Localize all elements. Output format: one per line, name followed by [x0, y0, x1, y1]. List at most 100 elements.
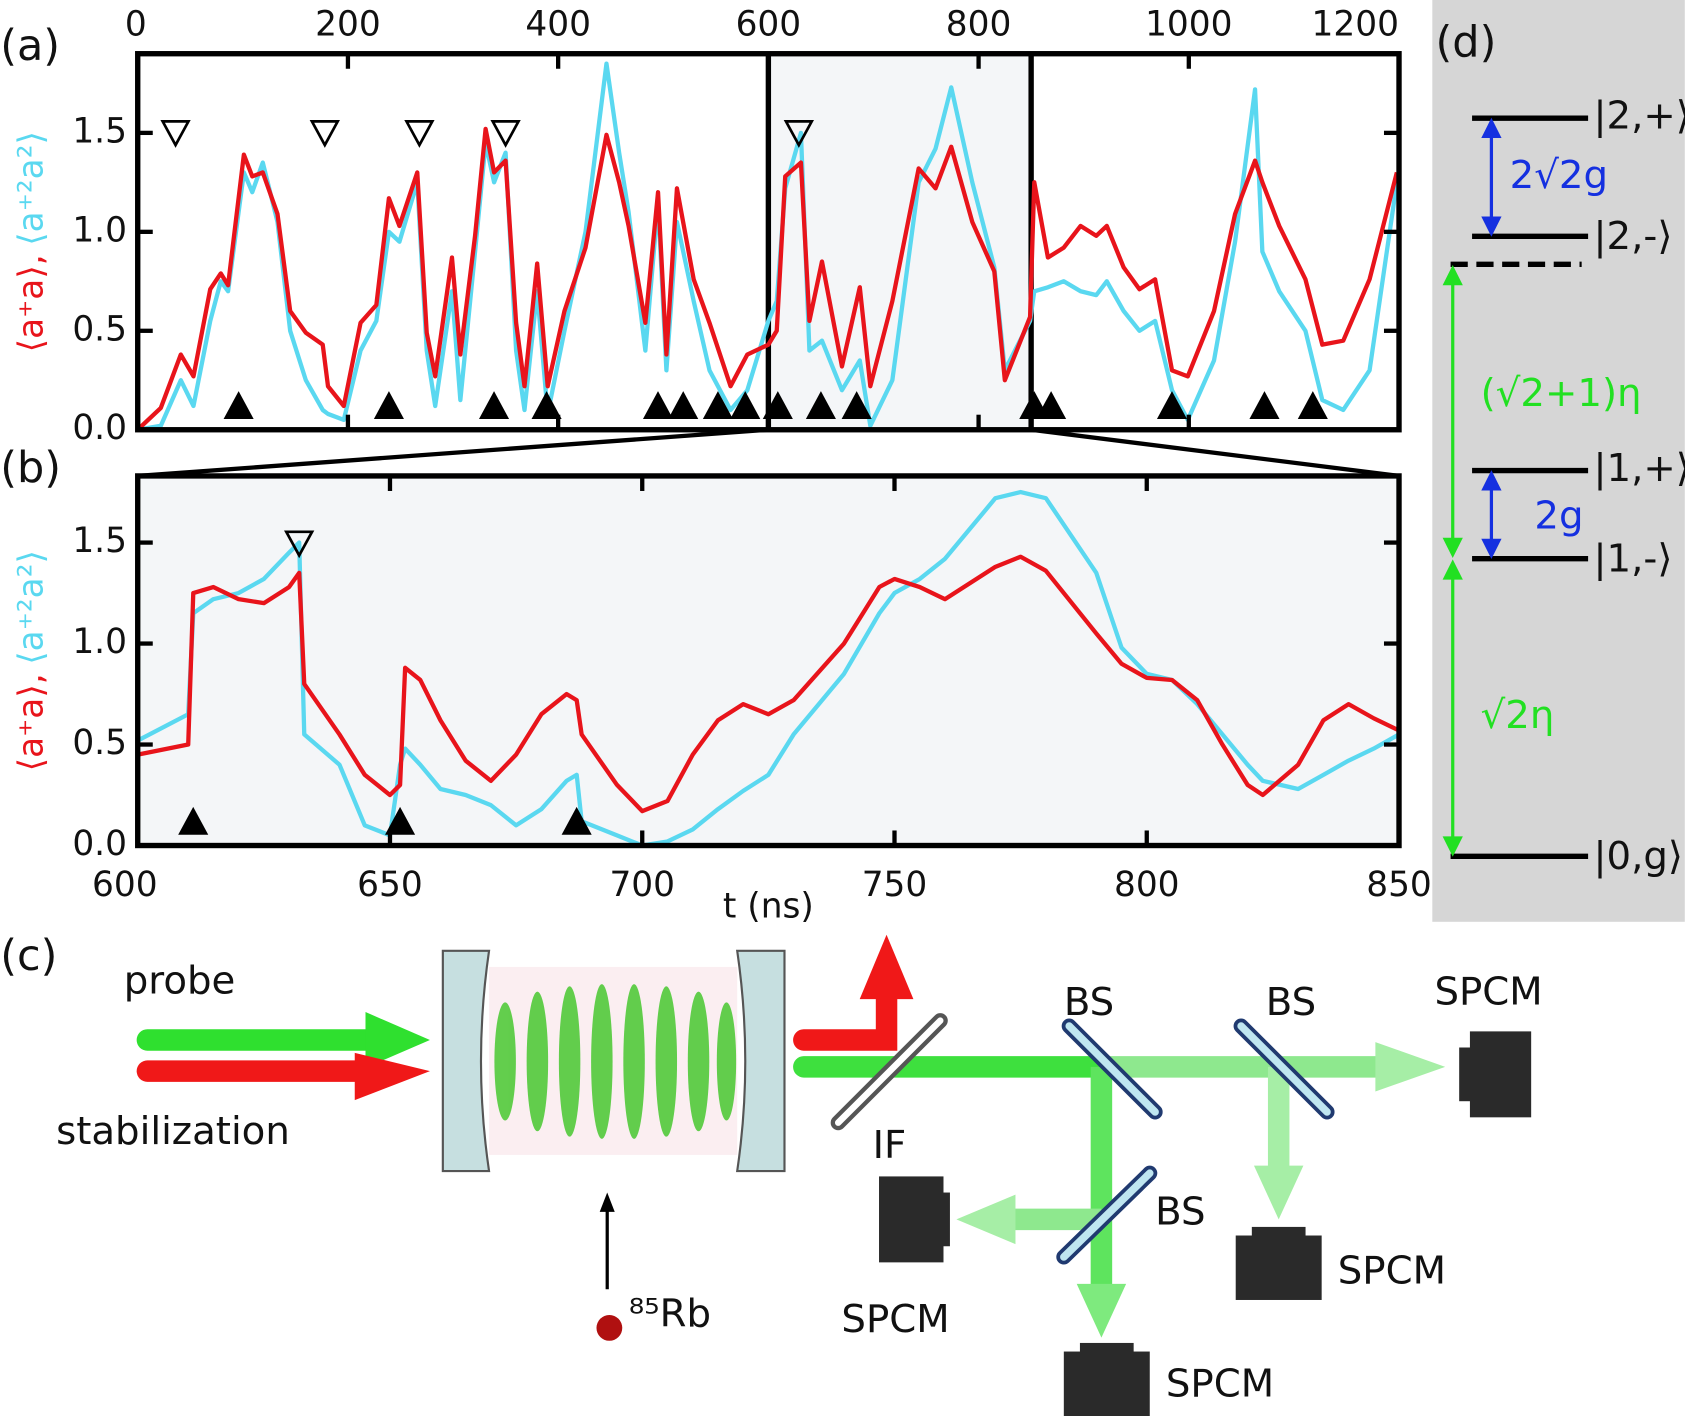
arrow-head — [1375, 1042, 1446, 1092]
splitter-label: BS — [1064, 980, 1114, 1025]
panel-label: (b) — [0, 443, 61, 493]
atom — [596, 1315, 623, 1341]
y-axis-title-red: ⟨a⁺a⟩, — [11, 673, 51, 771]
atom-label: ⁸⁵Rb — [629, 1292, 711, 1337]
arrow-head — [956, 1194, 1016, 1245]
beam-splitter — [1060, 1169, 1154, 1261]
detector-label: SPCM — [1434, 969, 1542, 1014]
y-tick-label: 0.5 — [72, 309, 127, 349]
arrow-head — [1442, 559, 1463, 580]
panel-label: (d) — [1436, 18, 1497, 68]
detector-label: SPCM — [841, 1297, 949, 1342]
x-tick-label: 750 — [862, 865, 928, 905]
y-tick-label: 0.0 — [72, 824, 127, 864]
arrow-head — [1481, 216, 1502, 237]
open-marker — [309, 120, 340, 148]
panel-d: (d) |2,+⟩ |2,-⟩ |1,+⟩ |1,-⟩ |0,g⟩ 2√2g 2… — [1432, 0, 1685, 922]
open-marker — [404, 120, 435, 148]
antinode — [716, 1002, 737, 1121]
drive-label: (√2+1)η — [1481, 371, 1642, 416]
x-tick-label: 800 — [1114, 865, 1180, 905]
arrow-head — [599, 1192, 615, 1212]
level-label: |1,-⟩ — [1593, 536, 1672, 581]
detector — [1079, 1342, 1134, 1356]
detector — [1235, 1235, 1322, 1300]
series-line — [137, 554, 1400, 814]
coupling-label: 2√2g — [1510, 153, 1608, 198]
drive-label: √2η — [1481, 693, 1555, 738]
beam-splitter — [1237, 1022, 1331, 1116]
beam-label: probe — [124, 959, 236, 1004]
panel-d-background — [1432, 0, 1685, 922]
open-marker — [160, 120, 191, 148]
series-line — [136, 126, 1399, 432]
detection-marker — [385, 806, 416, 835]
arrow-head — [1481, 538, 1502, 560]
filter-label: IF — [873, 1123, 907, 1168]
antinode — [623, 984, 645, 1139]
zoom-connector — [1030, 427, 1400, 479]
detection-marker — [702, 391, 733, 419]
detection-marker — [531, 391, 562, 419]
detector — [1251, 1226, 1306, 1240]
detection-marker — [668, 391, 699, 419]
detection-marker — [561, 806, 592, 835]
detector — [879, 1176, 944, 1263]
zoom-connector — [137, 427, 769, 479]
arrow-head — [1253, 1165, 1304, 1220]
arrow-head — [1442, 836, 1463, 857]
plot-frame — [135, 473, 1402, 849]
level-label: |0,g⟩ — [1593, 834, 1683, 879]
detection-marker — [223, 391, 254, 419]
splitter-label: BS — [1266, 980, 1316, 1025]
detection-marker — [730, 391, 761, 419]
x-tick-label: 700 — [609, 865, 675, 905]
detector — [934, 1192, 950, 1247]
x-tick-label: 1200 — [1312, 4, 1399, 44]
arrow-head — [1481, 117, 1502, 139]
panel-c: (c) probe stabilization ⁸⁵Rb IF BS — [0, 931, 1543, 1416]
arrow-head — [859, 934, 914, 1000]
open-marker — [284, 530, 315, 559]
y-tick-label: 0.0 — [72, 408, 127, 448]
antinodes — [494, 984, 737, 1139]
antinode — [655, 986, 678, 1137]
antinode — [591, 984, 613, 1139]
y-axis-title: ⟨a⁺a⟩, ⟨a⁺²a²⟩ — [11, 550, 51, 771]
detector-label: SPCM — [1166, 1361, 1274, 1406]
antinode — [526, 991, 549, 1132]
x-tick-label: 850 — [1366, 865, 1432, 905]
detection-marker — [178, 806, 209, 835]
filter — [834, 1017, 944, 1126]
y-tick-label: 1.0 — [72, 210, 127, 250]
panel-label: (a) — [0, 21, 60, 71]
mirror — [735, 949, 786, 1173]
x-tick-label: 400 — [525, 4, 591, 44]
x-tick-label: 0 — [125, 4, 147, 44]
x-tick-label: 600 — [736, 4, 802, 44]
x-tick-label: 800 — [946, 4, 1012, 44]
detection-marker — [1156, 391, 1188, 419]
y-axis-title-red: ⟨a⁺a⟩, — [11, 254, 51, 352]
splitter-label: BS — [1155, 1190, 1205, 1235]
beam-splitters — [1056, 1018, 1335, 1265]
x-axis-title: t (ns) — [723, 886, 814, 926]
arrow-head — [1442, 537, 1463, 558]
arrow-head — [1481, 470, 1502, 491]
y-tick-label: 1.0 — [72, 622, 127, 662]
y-axis-title: ⟨a⁺a⟩, ⟨a⁺²a²⟩ — [11, 131, 51, 352]
mirror — [441, 949, 491, 1173]
x-tick-label: 600 — [92, 865, 158, 905]
detection-marker — [478, 391, 510, 419]
antinode — [558, 986, 581, 1137]
detection-marker — [1297, 391, 1328, 419]
open-marker — [490, 120, 521, 148]
x-tick-label: 650 — [357, 865, 423, 905]
y-tick-label: 1.5 — [72, 521, 127, 561]
x-tick-label: 200 — [315, 4, 381, 44]
y-tick-label: 1.5 — [72, 111, 127, 151]
detector-label: SPCM — [1338, 1249, 1446, 1294]
detector — [1459, 1047, 1475, 1102]
beam-splitter — [1065, 1022, 1159, 1116]
series-line — [137, 61, 1399, 432]
